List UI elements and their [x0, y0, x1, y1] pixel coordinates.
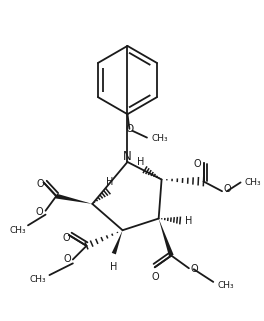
- Text: CH₃: CH₃: [244, 178, 261, 187]
- Text: CH₃: CH₃: [152, 134, 168, 143]
- Text: H: H: [137, 157, 144, 167]
- Polygon shape: [159, 219, 174, 256]
- Text: O: O: [36, 207, 44, 217]
- Text: CH₃: CH₃: [217, 281, 234, 290]
- Text: H: H: [110, 262, 117, 273]
- Text: N: N: [123, 150, 132, 163]
- Polygon shape: [112, 230, 122, 254]
- Text: O: O: [191, 264, 199, 274]
- Text: CH₃: CH₃: [30, 275, 46, 284]
- Text: H: H: [106, 177, 114, 187]
- Text: O: O: [63, 255, 71, 265]
- Text: CH₃: CH₃: [10, 226, 26, 235]
- Text: O: O: [224, 184, 232, 194]
- Text: H: H: [185, 216, 192, 226]
- Text: O: O: [194, 159, 201, 169]
- Polygon shape: [56, 194, 92, 204]
- Text: O: O: [62, 233, 70, 243]
- Text: O: O: [125, 124, 134, 134]
- Text: O: O: [152, 272, 159, 282]
- Text: O: O: [37, 179, 45, 189]
